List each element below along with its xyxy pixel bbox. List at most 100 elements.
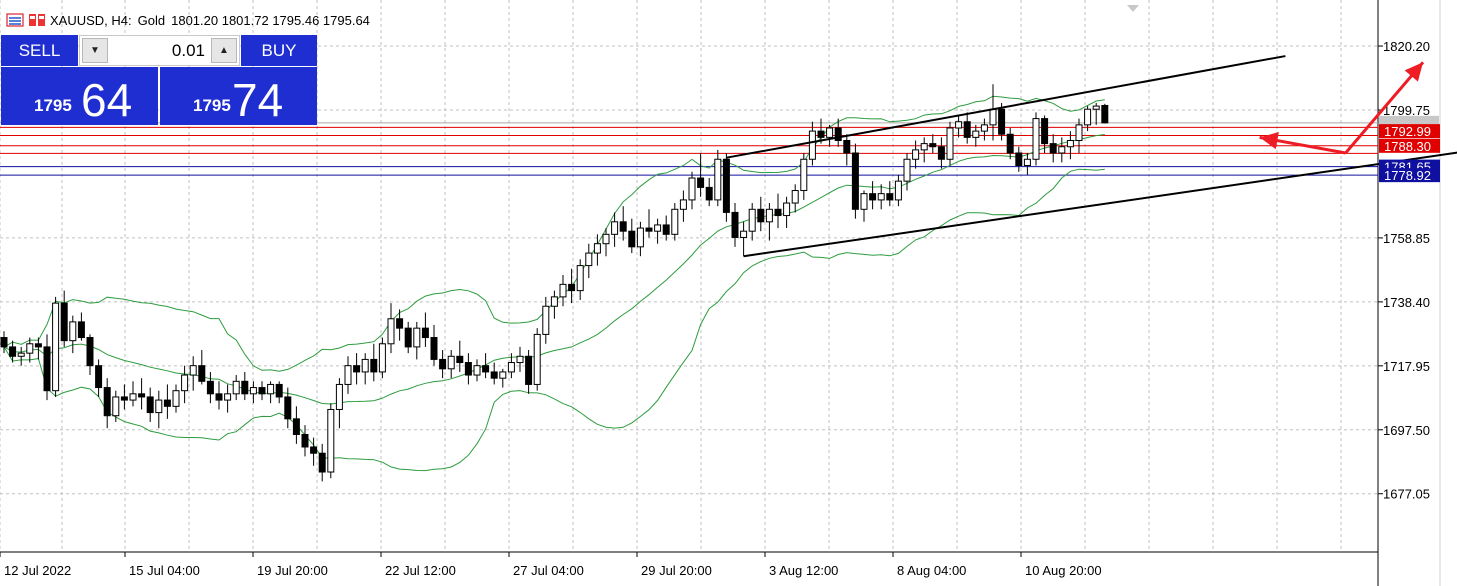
candle-body: [989, 108, 997, 126]
candle-body: [1006, 133, 1014, 154]
candle-body: [241, 380, 249, 395]
candle-body: [697, 177, 705, 188]
buy-button[interactable]: BUY: [241, 35, 317, 66]
trend-channel-line[interactable]: [743, 108, 1457, 258]
candle-body: [783, 202, 791, 217]
candle-body: [679, 199, 687, 210]
candle-body: [1049, 143, 1057, 154]
y-tick-label: 1799.75: [1383, 103, 1430, 118]
candle-body: [146, 396, 154, 414]
candle-body: [181, 374, 189, 392]
candle-body: [542, 305, 550, 335]
candle-body: [955, 121, 963, 129]
candle-body: [1101, 104, 1109, 124]
candle-body: [26, 343, 34, 354]
candle-body: [34, 343, 42, 348]
y-tick-label: 1677.05: [1383, 487, 1430, 502]
y-tick-label: 1717.95: [1383, 359, 1430, 374]
buy-price-box[interactable]: 1795 74: [160, 67, 317, 125]
x-tick-label: 22 Jul 12:00: [385, 563, 456, 578]
candle-body: [9, 346, 17, 357]
candle-body: [946, 127, 954, 160]
candle-body: [430, 337, 438, 360]
candle-body: [138, 393, 146, 398]
candle-body: [86, 337, 94, 367]
candle-body: [860, 193, 868, 210]
candle-body: [327, 408, 335, 473]
candle-body: [172, 390, 180, 407]
candle-body: [464, 362, 472, 376]
candle-body: [507, 362, 515, 373]
x-tick-label: 3 Aug 12:00: [769, 563, 838, 578]
candle-body: [920, 143, 928, 151]
candle-body: [757, 208, 765, 223]
trend-channel-line[interactable]: [726, 55, 1286, 159]
candle-body: [851, 152, 859, 210]
candle-body: [628, 230, 636, 248]
candle-body: [370, 358, 378, 373]
candle-body: [344, 365, 352, 385]
candle-body: [60, 302, 68, 342]
candle-body: [421, 327, 429, 339]
candle-body: [404, 327, 412, 348]
candle-body: [43, 346, 51, 392]
chart-shift-marker[interactable]: [1127, 5, 1139, 12]
candle-body: [267, 383, 275, 395]
candle-body: [748, 208, 756, 232]
candle-body: [198, 365, 206, 382]
candle-body: [662, 224, 670, 235]
candle-body: [95, 365, 103, 389]
forecast-arrow[interactable]: [1344, 61, 1425, 154]
symbol-label: XAUUSD, H4:: [50, 12, 132, 28]
x-tick-label: 27 Jul 04:00: [513, 563, 584, 578]
candle-body: [1015, 152, 1023, 167]
candle-body: [482, 365, 490, 373]
candle-body: [224, 393, 232, 401]
x-tick-label: 19 Jul 20:00: [257, 563, 328, 578]
instrument-name: Gold: [137, 12, 166, 28]
candle-body: [550, 296, 558, 307]
quick-trade-icon[interactable]: [28, 13, 46, 27]
candle-body: [980, 124, 988, 132]
candle-body: [619, 221, 627, 232]
candle-body: [731, 211, 739, 238]
y-tick-label: 1697.50: [1383, 423, 1430, 438]
sell-button[interactable]: SELL: [1, 35, 78, 66]
x-tick-label: 12 Jul 2022: [4, 563, 71, 578]
forecast-arrow-head-up: [1404, 62, 1423, 82]
sell-price-box[interactable]: 1795 64: [1, 67, 158, 125]
candle-body: [249, 387, 257, 395]
candle-body: [894, 180, 902, 201]
candle-body: [353, 365, 361, 373]
y-tick-label: 1758.85: [1383, 231, 1430, 246]
increase-lot-button[interactable]: ▲: [211, 38, 237, 63]
lot-size-stepper[interactable]: ▼ 0.01 ▲: [79, 35, 240, 66]
chart-icon: [6, 13, 24, 27]
candle-body: [808, 130, 816, 160]
ohlc-values: 1801.20 1801.72 1795.46 1795.64: [171, 12, 370, 28]
candle-body: [396, 318, 404, 329]
candle-body: [378, 343, 386, 373]
price-level-tag: [1379, 138, 1440, 153]
bollinger-lower-band: [3, 168, 1105, 472]
decrease-lot-button[interactable]: ▼: [82, 38, 108, 63]
candle-body: [318, 452, 326, 473]
candle-body: [585, 252, 593, 267]
candle-body: [335, 383, 343, 410]
x-tick-label: 10 Aug 20:00: [1025, 563, 1102, 578]
candle-body: [602, 233, 610, 245]
candle-body: [877, 193, 885, 201]
candle-body: [834, 127, 842, 141]
price-level-tag: [1379, 124, 1440, 139]
candle-body: [1092, 105, 1100, 110]
candle-body: [1032, 118, 1040, 160]
candle-body: [1041, 118, 1049, 145]
candle-body: [869, 193, 877, 201]
candle-body: [740, 230, 748, 238]
candle-body: [654, 224, 662, 232]
candle-body: [1023, 158, 1031, 167]
lot-size-input[interactable]: 0.01: [171, 41, 205, 60]
candle-body: [301, 433, 309, 448]
candle-body: [112, 396, 120, 417]
